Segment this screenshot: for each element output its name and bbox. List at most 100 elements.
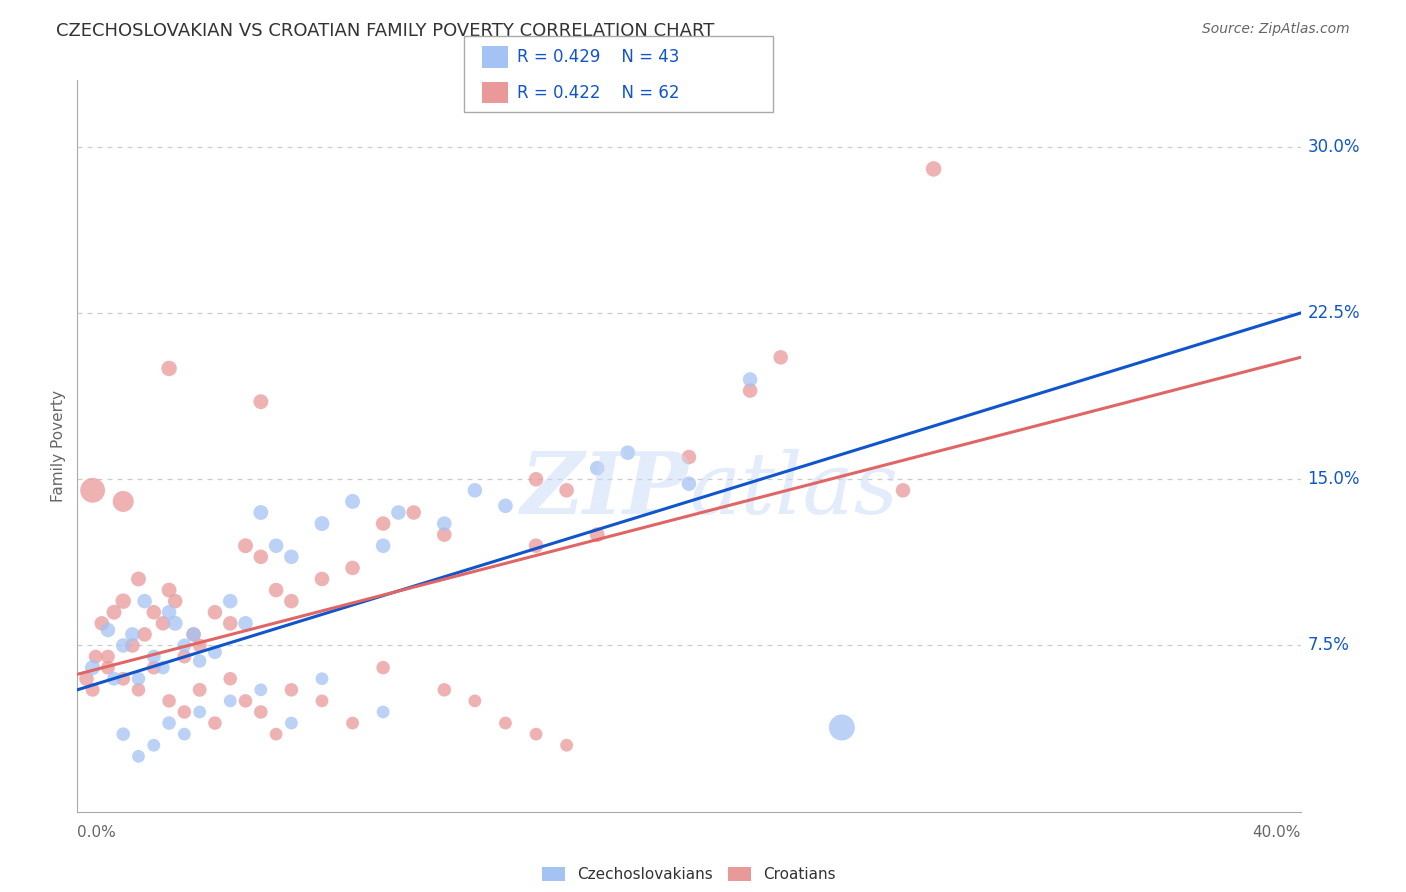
- Point: [342, 716, 364, 731]
- Point: [371, 539, 394, 553]
- Text: 0.0%: 0.0%: [77, 825, 117, 840]
- Point: [769, 351, 792, 365]
- Point: [433, 516, 456, 531]
- Point: [831, 721, 853, 735]
- Point: [204, 645, 226, 659]
- Point: [127, 572, 149, 586]
- Text: Source: ZipAtlas.com: Source: ZipAtlas.com: [1202, 22, 1350, 37]
- Point: [219, 616, 242, 631]
- Point: [555, 483, 578, 498]
- Point: [90, 616, 112, 631]
- Point: [157, 583, 180, 598]
- Point: [157, 605, 180, 619]
- Point: [280, 716, 302, 731]
- Point: [311, 672, 333, 686]
- Point: [165, 594, 187, 608]
- Point: [173, 649, 195, 664]
- Point: [103, 605, 125, 619]
- Point: [121, 627, 143, 641]
- Point: [84, 649, 107, 664]
- Point: [204, 716, 226, 731]
- Text: 40.0%: 40.0%: [1253, 825, 1301, 840]
- Point: [134, 594, 156, 608]
- Point: [188, 654, 211, 668]
- Point: [433, 527, 456, 541]
- Point: [188, 639, 211, 653]
- Text: R = 0.429    N = 43: R = 0.429 N = 43: [517, 48, 679, 66]
- Point: [112, 727, 135, 741]
- Point: [311, 694, 333, 708]
- Point: [127, 672, 149, 686]
- Legend: Czechoslovakians, Croatians: Czechoslovakians, Croatians: [536, 861, 842, 888]
- Text: 15.0%: 15.0%: [1308, 470, 1360, 488]
- Point: [112, 494, 135, 508]
- Point: [740, 384, 762, 398]
- Point: [264, 539, 287, 553]
- Point: [495, 499, 517, 513]
- Point: [82, 660, 104, 674]
- Point: [280, 682, 302, 697]
- Point: [922, 161, 945, 176]
- Point: [142, 660, 165, 674]
- Point: [173, 639, 195, 653]
- Text: 22.5%: 22.5%: [1308, 304, 1360, 322]
- Point: [183, 627, 205, 641]
- Point: [678, 450, 700, 464]
- Point: [264, 583, 287, 598]
- Point: [219, 594, 242, 608]
- Point: [204, 605, 226, 619]
- Point: [235, 694, 257, 708]
- Point: [97, 623, 120, 637]
- Point: [387, 506, 409, 520]
- Point: [586, 461, 609, 475]
- Point: [219, 694, 242, 708]
- Point: [173, 727, 195, 741]
- Point: [495, 716, 517, 731]
- Point: [891, 483, 914, 498]
- Point: [342, 561, 364, 575]
- Point: [127, 749, 149, 764]
- Point: [157, 361, 180, 376]
- Text: atlas: atlas: [689, 449, 898, 532]
- Point: [142, 738, 165, 752]
- Text: R = 0.422    N = 62: R = 0.422 N = 62: [517, 84, 681, 102]
- Point: [112, 594, 135, 608]
- Point: [112, 672, 135, 686]
- Point: [112, 639, 135, 653]
- Point: [402, 506, 425, 520]
- Point: [97, 649, 120, 664]
- Point: [311, 516, 333, 531]
- Point: [183, 627, 205, 641]
- Point: [524, 539, 547, 553]
- Text: 30.0%: 30.0%: [1308, 137, 1360, 156]
- Point: [740, 372, 762, 386]
- Point: [555, 738, 578, 752]
- Point: [121, 639, 143, 653]
- Point: [188, 705, 211, 719]
- Point: [142, 605, 165, 619]
- Point: [617, 445, 640, 459]
- Point: [464, 483, 486, 498]
- Point: [76, 672, 98, 686]
- Point: [219, 672, 242, 686]
- Point: [250, 682, 273, 697]
- Point: [152, 660, 174, 674]
- Point: [142, 649, 165, 664]
- Point: [82, 682, 104, 697]
- Point: [250, 705, 273, 719]
- Point: [250, 394, 273, 409]
- Point: [235, 539, 257, 553]
- Point: [433, 682, 456, 697]
- Point: [342, 494, 364, 508]
- Point: [371, 660, 394, 674]
- Point: [157, 694, 180, 708]
- Point: [250, 506, 273, 520]
- Point: [235, 616, 257, 631]
- Point: [82, 483, 104, 498]
- Point: [678, 476, 700, 491]
- Point: [524, 472, 547, 486]
- Point: [280, 594, 302, 608]
- Y-axis label: Family Poverty: Family Poverty: [51, 390, 66, 502]
- Point: [250, 549, 273, 564]
- Point: [464, 694, 486, 708]
